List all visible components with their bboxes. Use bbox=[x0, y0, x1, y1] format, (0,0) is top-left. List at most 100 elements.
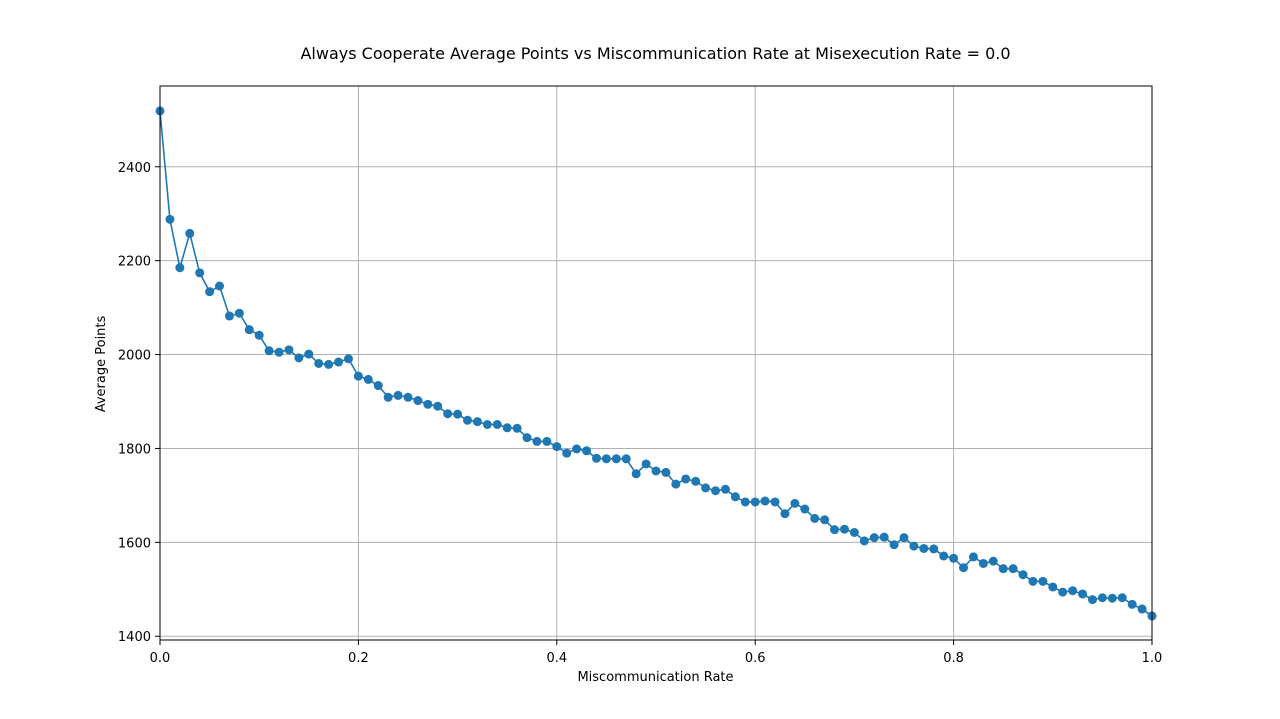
data-point bbox=[443, 409, 453, 419]
data-point bbox=[929, 544, 939, 554]
data-point bbox=[631, 469, 641, 479]
data-point bbox=[205, 287, 215, 297]
data-point bbox=[968, 552, 978, 562]
data-point bbox=[512, 423, 522, 433]
data-point bbox=[195, 268, 205, 278]
series-line bbox=[159, 110, 1153, 617]
x-tick-label: 0.6 bbox=[745, 651, 766, 666]
data-point bbox=[572, 444, 582, 454]
data-point bbox=[810, 513, 820, 523]
data-point bbox=[215, 281, 225, 291]
data-point bbox=[879, 532, 889, 542]
data-point bbox=[343, 354, 353, 364]
data-point bbox=[324, 359, 334, 369]
data-point bbox=[681, 474, 691, 484]
data-point bbox=[453, 409, 463, 419]
y-tick-label: 1800 bbox=[118, 442, 151, 457]
series-layer bbox=[155, 106, 1157, 621]
data-point bbox=[899, 533, 909, 543]
data-point bbox=[959, 563, 969, 573]
data-point bbox=[353, 371, 363, 381]
data-point bbox=[1078, 589, 1088, 599]
data-point bbox=[859, 536, 869, 546]
data-point bbox=[720, 484, 730, 494]
data-point bbox=[175, 263, 185, 273]
data-point bbox=[611, 454, 621, 464]
data-point bbox=[1058, 587, 1068, 597]
grid-lines bbox=[159, 86, 1153, 640]
y-axis-label: Average Points bbox=[94, 315, 109, 412]
data-point bbox=[304, 349, 314, 359]
x-tick-label: 0.0 bbox=[150, 651, 171, 666]
data-point bbox=[909, 541, 919, 551]
data-point bbox=[601, 454, 611, 464]
data-point bbox=[492, 420, 502, 430]
data-point bbox=[820, 515, 830, 525]
data-point bbox=[552, 442, 562, 452]
data-point bbox=[770, 497, 780, 507]
data-point bbox=[383, 392, 393, 402]
data-point bbox=[740, 497, 750, 507]
data-point bbox=[711, 486, 721, 496]
y-tick-label: 1600 bbox=[118, 536, 151, 551]
data-point bbox=[234, 308, 244, 318]
y-tick-label: 1400 bbox=[118, 630, 151, 645]
data-point bbox=[978, 558, 988, 568]
data-point bbox=[1127, 599, 1137, 609]
data-point bbox=[472, 417, 482, 427]
data-point bbox=[562, 448, 572, 458]
data-point bbox=[582, 446, 592, 456]
data-point bbox=[839, 524, 849, 534]
data-point bbox=[1048, 582, 1058, 592]
data-point bbox=[750, 497, 760, 507]
data-point bbox=[185, 228, 195, 238]
data-point bbox=[730, 492, 740, 502]
axes-ticks: 0.0 0.2 0.4 0.6 0.8 1.0 1400 1600 1800 2000 2200 24… bbox=[118, 161, 1162, 666]
data-point bbox=[1137, 604, 1147, 614]
data-point bbox=[423, 399, 433, 409]
data-point bbox=[780, 509, 790, 519]
data-point bbox=[463, 415, 473, 425]
data-point bbox=[274, 347, 284, 357]
data-point bbox=[849, 527, 859, 537]
data-point bbox=[254, 330, 264, 340]
data-point bbox=[1117, 593, 1127, 603]
data-point bbox=[671, 479, 681, 489]
data-point bbox=[1038, 576, 1048, 586]
data-point bbox=[1018, 570, 1028, 580]
data-point bbox=[998, 564, 1008, 574]
data-point bbox=[988, 556, 998, 566]
data-point bbox=[264, 346, 274, 356]
data-point bbox=[1008, 564, 1018, 574]
data-point bbox=[224, 311, 234, 321]
data-point bbox=[1107, 593, 1117, 603]
data-point bbox=[621, 454, 631, 464]
data-point bbox=[949, 553, 959, 563]
x-tick-label: 0.8 bbox=[943, 651, 964, 666]
data-point bbox=[413, 396, 423, 406]
data-point bbox=[760, 496, 770, 506]
data-point bbox=[542, 436, 552, 446]
data-point bbox=[800, 504, 810, 514]
x-tick-label: 1.0 bbox=[1142, 651, 1163, 666]
data-point bbox=[939, 551, 949, 561]
data-point bbox=[1068, 586, 1078, 596]
data-point bbox=[919, 543, 929, 553]
data-point bbox=[482, 420, 492, 430]
data-point bbox=[284, 345, 294, 355]
x-tick-label: 0.2 bbox=[348, 651, 369, 666]
data-point bbox=[334, 357, 344, 367]
data-point bbox=[830, 525, 840, 535]
data-point bbox=[433, 401, 443, 411]
data-point bbox=[790, 498, 800, 508]
data-point bbox=[314, 358, 324, 368]
data-point bbox=[165, 214, 175, 224]
data-point bbox=[294, 353, 304, 363]
data-point bbox=[403, 392, 413, 402]
data-point bbox=[889, 540, 899, 550]
plot-frame bbox=[159, 85, 1153, 641]
data-point bbox=[691, 476, 701, 486]
y-tick-label: 2200 bbox=[118, 255, 151, 270]
